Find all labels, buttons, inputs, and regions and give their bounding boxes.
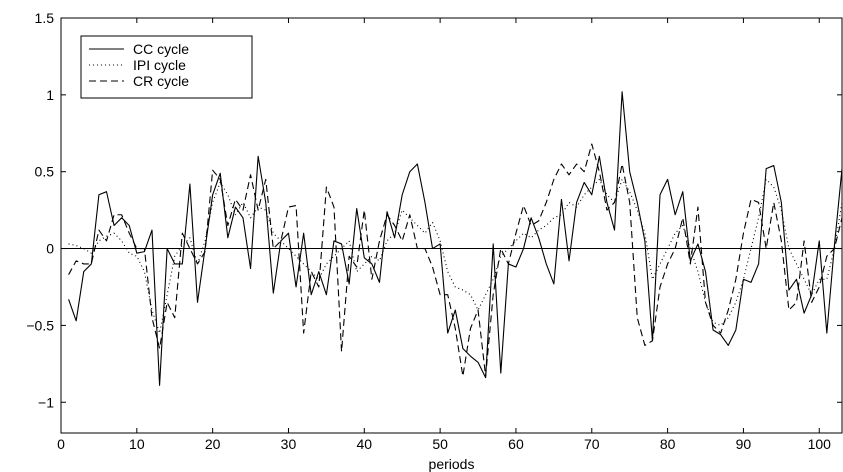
y-tick-label: 1.5 bbox=[35, 10, 55, 26]
x-tick-label: 100 bbox=[808, 436, 832, 452]
x-tick-label: 90 bbox=[736, 436, 752, 452]
x-tick-label: 30 bbox=[281, 436, 297, 452]
axes-frame bbox=[60, 17, 843, 434]
y-tick-label: 1 bbox=[46, 87, 54, 103]
y-tick-label: −0.5 bbox=[26, 317, 54, 333]
x-axis-title: periods bbox=[429, 456, 475, 472]
y-tick-label: 0 bbox=[46, 241, 54, 257]
plot-area bbox=[61, 91, 843, 386]
x-tick-label: 60 bbox=[508, 436, 524, 452]
x-tick-label: 0 bbox=[57, 436, 65, 452]
x-tick-label: 10 bbox=[129, 436, 145, 452]
legend-label-2: IPI cycle bbox=[133, 57, 186, 73]
legend-box bbox=[80, 35, 253, 99]
x-tick-label: 50 bbox=[432, 436, 448, 452]
series-line-3 bbox=[68, 143, 843, 377]
series-line-1 bbox=[68, 91, 843, 386]
x-tick-label: 40 bbox=[357, 436, 373, 452]
x-tick-label: 80 bbox=[660, 436, 676, 452]
legend-label-1: CC cycle bbox=[133, 41, 189, 57]
y-tick-label: −1 bbox=[38, 394, 54, 410]
y-tick-label: 0.5 bbox=[35, 164, 55, 180]
legend-label-3: CR cycle bbox=[133, 73, 189, 89]
x-tick-label: 70 bbox=[584, 436, 600, 452]
x-tick-label: 20 bbox=[205, 436, 221, 452]
series-line-2 bbox=[68, 178, 843, 334]
axes: 0 10 20 30 40 50 60 70 80 90 100 −1 −0.5 0 0.5 1 1.5 bbox=[26, 10, 843, 452]
